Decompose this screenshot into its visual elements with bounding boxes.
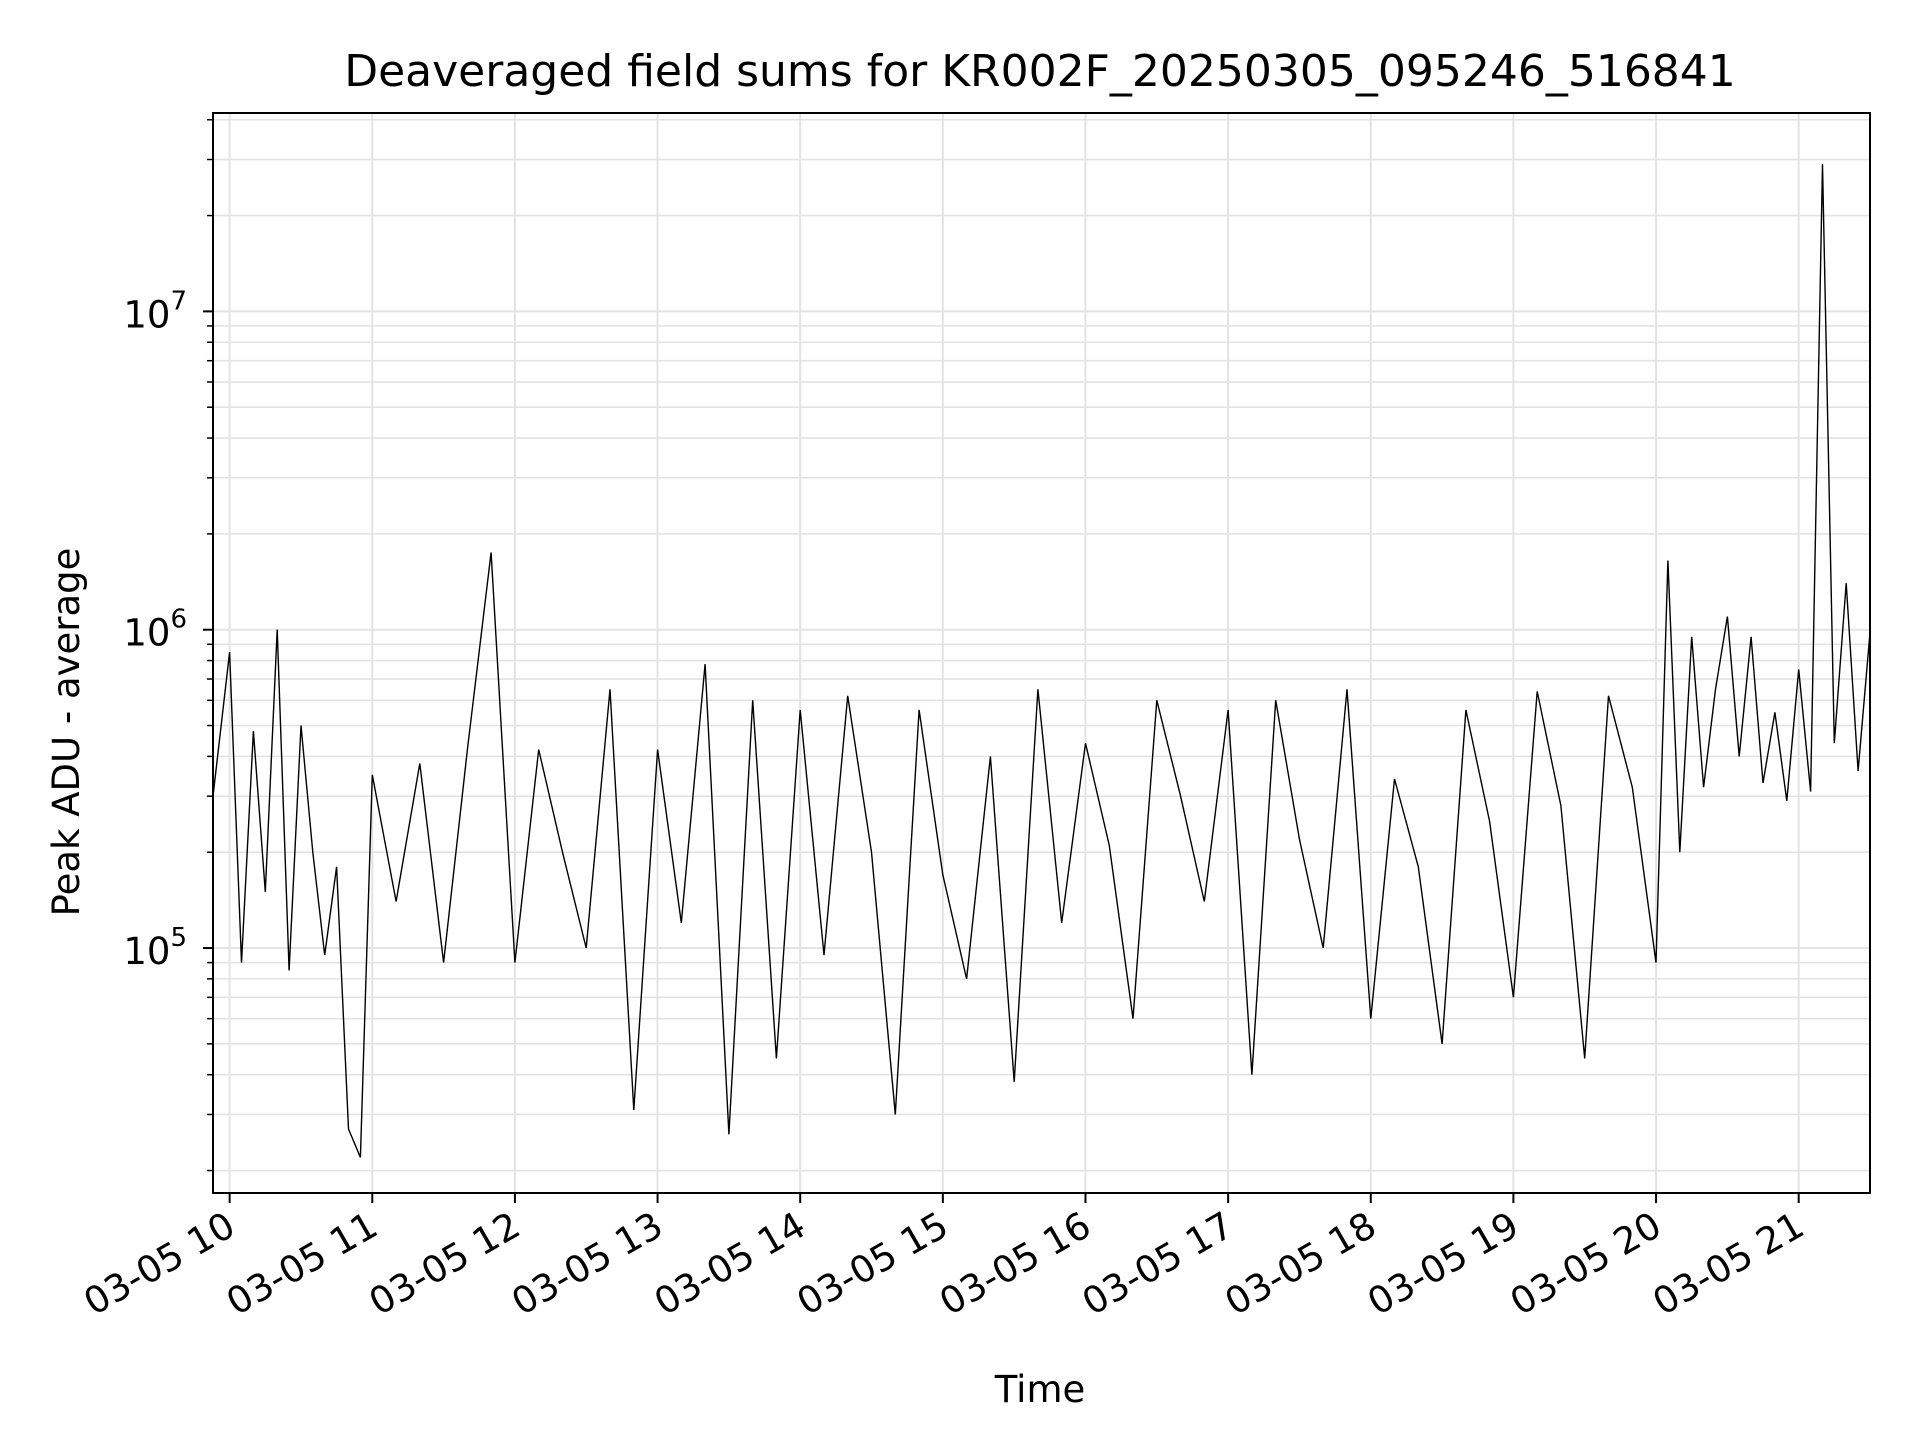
grid: [213, 113, 1870, 1193]
chart-title: Deaveraged field sums for KR002F_2025030…: [344, 46, 1736, 97]
plot-area: [212, 164, 1871, 1158]
y-tick-label: 107: [123, 286, 187, 336]
x-axis-label: Time: [994, 1368, 1086, 1411]
series-line: [212, 164, 1871, 1158]
axes-frame: [212, 112, 1871, 1194]
y-tick-label: 105: [123, 923, 187, 973]
y-axis: 105 106 107: [123, 118, 213, 1172]
y-axis-label: Peak ADU - average: [45, 548, 88, 917]
y-tick-label: 106: [123, 605, 187, 655]
